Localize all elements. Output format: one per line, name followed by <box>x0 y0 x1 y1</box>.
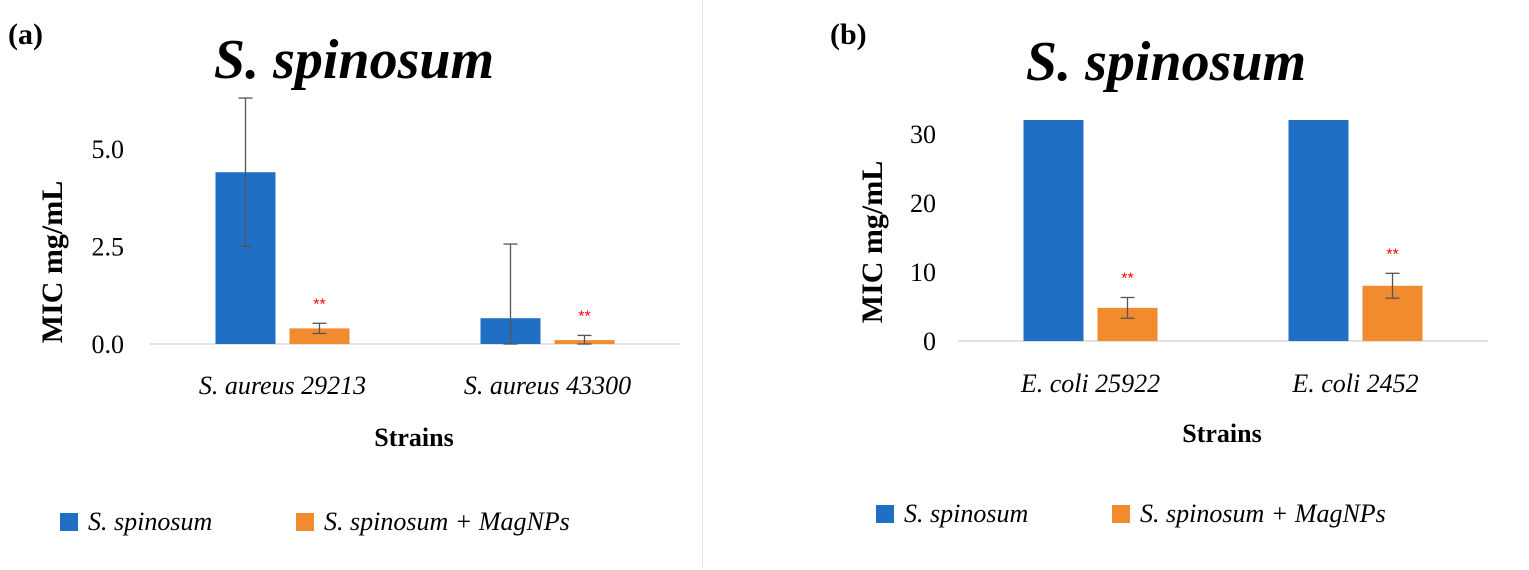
chart-b: (b) S. spinosum MIC mg/mL Strains 0 10 20 3… <box>830 18 1488 528</box>
y-tick-label: 2.5 <box>92 232 125 261</box>
bar <box>1023 120 1084 341</box>
y-tick-label: 30 <box>910 120 936 149</box>
legend-swatch <box>60 513 78 531</box>
significance-marker: ** <box>313 296 325 313</box>
panel-label-b: (b) <box>830 18 867 51</box>
y-tick-label: 10 <box>910 258 936 287</box>
chart-a: (a) S. spinosum MIC mg/mL Strains 0.0 2.5… <box>8 18 680 536</box>
legend-label: S. spinosum + MagNPs <box>324 507 570 536</box>
chart-title-b: S. spinosum <box>1026 31 1306 93</box>
chart-title-a: S. spinosum <box>214 29 494 91</box>
bar <box>1288 120 1349 341</box>
y-axis-label-b: MIC mg/mL <box>856 161 889 323</box>
legend-label: S. spinosum <box>904 499 1028 528</box>
bar <box>289 328 350 344</box>
category-label: S. aureus 43300 <box>464 371 631 400</box>
y-tick-label: 0 <box>923 327 936 356</box>
category-label: E. coli 2452 <box>1291 369 1418 398</box>
chart-panel-a: (a) S. spinosum MIC mg/mL Strains 0.0 2.5… <box>0 0 703 568</box>
legend-label: S. spinosum <box>88 507 212 536</box>
legend-label: S. spinosum + MagNPs <box>1140 499 1386 528</box>
category-label: E. coli 25922 <box>1020 369 1160 398</box>
y-axis-label-a: MIC mg/mL <box>36 181 69 343</box>
y-tick-label: 5.0 <box>92 135 125 164</box>
y-tick-label: 20 <box>910 189 936 218</box>
legend-swatch <box>1112 505 1130 523</box>
legend-b: S. spinosum S. spinosum + MagNPs <box>876 499 1386 528</box>
significance-marker: ** <box>1386 246 1398 263</box>
panel-label-a: (a) <box>8 18 43 51</box>
legend-swatch <box>296 513 314 531</box>
plot-area-b: 0 10 20 30 ** E. coli 25922 ** E. coli 2452 <box>910 120 1488 398</box>
significance-marker: ** <box>1121 270 1133 287</box>
significance-marker: ** <box>578 308 590 325</box>
legend-a: S. spinosum S. spinosum + MagNPs <box>60 507 570 536</box>
legend-swatch <box>876 505 894 523</box>
x-axis-label-a: Strains <box>374 423 453 452</box>
plot-area-a: 0.0 2.5 5.0 ** S. aureus 29213 ** S. aureus 43… <box>92 97 680 400</box>
category-label: S. aureus 29213 <box>199 371 366 400</box>
x-axis-label-b: Strains <box>1182 419 1261 448</box>
y-tick-label: 0.0 <box>92 330 125 359</box>
chart-panel-b: (b) S. spinosum MIC mg/mL Strains 0 10 20 3… <box>812 0 1528 568</box>
